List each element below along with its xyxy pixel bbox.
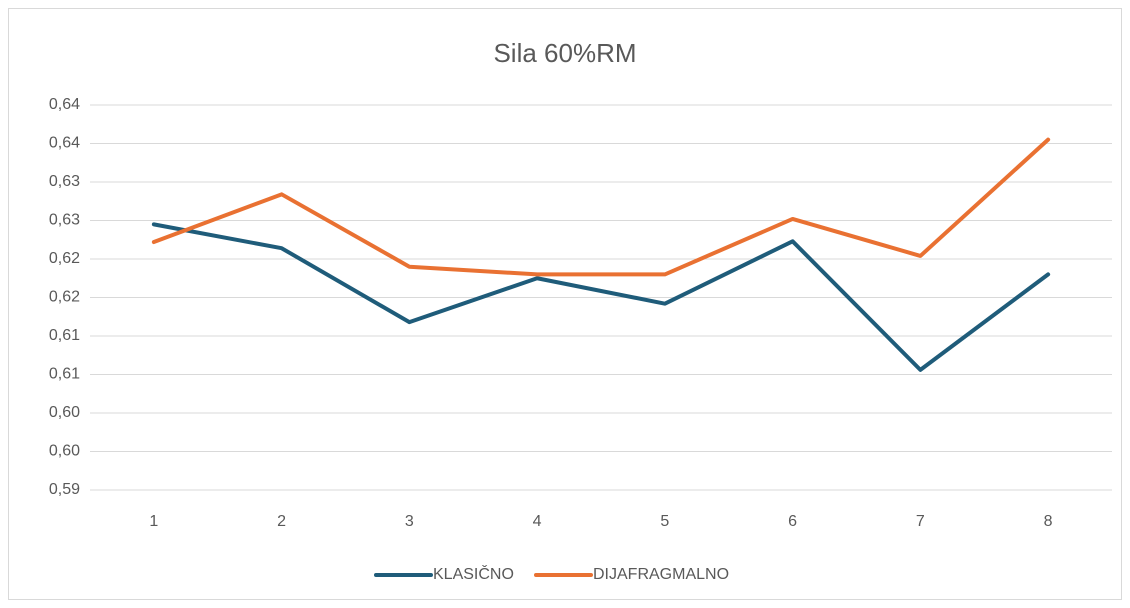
y-tick-label: 0,61 <box>49 327 80 344</box>
chart-frame <box>8 8 1122 600</box>
series-line <box>151 222 1051 372</box>
y-tick-label: 0,63 <box>49 173 80 190</box>
x-tick-label: 3 <box>405 513 414 530</box>
y-tick-label: 0,60 <box>49 404 80 421</box>
y-tick-label: 0,62 <box>49 289 80 306</box>
x-tick-label: 2 <box>277 513 286 530</box>
y-tick-label: 0,60 <box>49 443 80 460</box>
x-tick-label: 7 <box>916 513 925 530</box>
y-tick-label: 0,64 <box>49 135 80 152</box>
legend-label: DIJAFRAGMALNO <box>593 566 729 583</box>
legend-label: KLASIČNO <box>433 564 514 583</box>
x-tick-label: 1 <box>149 513 158 530</box>
y-tick-label: 0,61 <box>49 366 80 383</box>
chart-title: Sila 60%RM <box>493 38 636 68</box>
x-tick-label: 6 <box>788 513 797 530</box>
y-tick-label: 0,63 <box>49 212 80 229</box>
y-tick-label: 0,59 <box>49 481 80 498</box>
x-tick-label: 8 <box>1044 513 1053 530</box>
x-tick-label: 4 <box>533 513 542 530</box>
y-tick-label: 0,64 <box>49 96 80 113</box>
y-tick-label: 0,62 <box>49 250 80 267</box>
series-line <box>151 137 1051 277</box>
x-tick-label: 5 <box>660 513 669 530</box>
